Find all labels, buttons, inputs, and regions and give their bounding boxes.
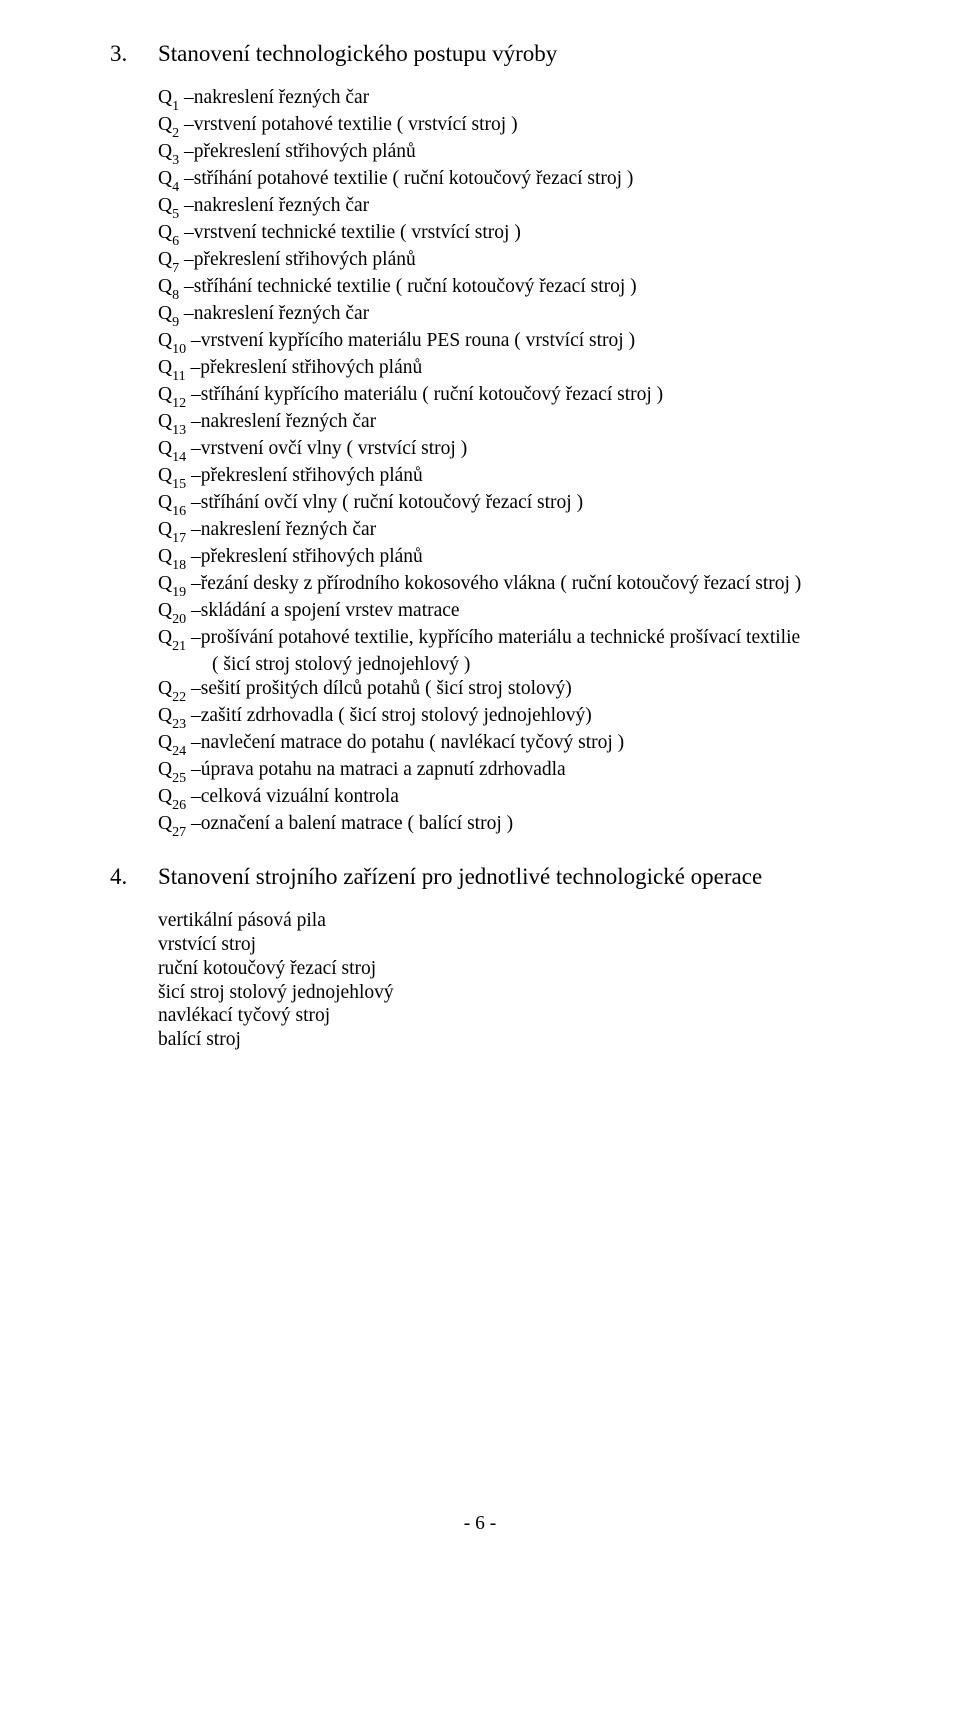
operation-text: nakreslení řezných čar (194, 302, 369, 326)
operation-label: Q11 – (158, 356, 200, 383)
section-4-title: Stanovení strojního zařízení pro jednotl… (158, 863, 762, 891)
operation-row: Q22 – sešití prošitých dílců potahů ( ši… (158, 677, 850, 704)
operation-label: Q4 – (158, 167, 194, 194)
operation-text: vrstvení kypřícího materiálu PES rouna (… (201, 329, 635, 353)
operation-text: celková vizuální kontrola (201, 785, 399, 809)
operation-label: Q26 – (158, 785, 201, 812)
operation-text: skládání a spojení vrstev matrace (201, 599, 460, 623)
equipment-item: vrstvící stroj (158, 933, 850, 957)
operation-row: Q16 – stříhání ovčí vlny ( ruční kotoučo… (158, 491, 850, 518)
operation-text: nakreslení řezných čar (194, 194, 369, 218)
operation-row: Q13 – nakreslení řezných čar (158, 410, 850, 437)
operation-row: Q20 – skládání a spojení vrstev matrace (158, 599, 850, 626)
operation-text: stříhání potahové textilie ( ruční kotou… (194, 167, 634, 191)
operation-text: překreslení střihových plánů (201, 545, 423, 569)
operation-text: vrstvení ovčí vlny ( vrstvící stroj ) (201, 437, 467, 461)
operation-label: Q8 – (158, 275, 194, 302)
operation-row: Q3 – překreslení střihových plánů (158, 140, 850, 167)
operation-text: stříhání kypřícího materiálu ( ruční kot… (201, 383, 663, 407)
operation-text: stříhání ovčí vlny ( ruční kotoučový řez… (201, 491, 583, 515)
operation-text: navlečení matrace do potahu ( navlékací … (201, 731, 624, 755)
operation-label: Q15 – (158, 464, 201, 491)
operation-label: Q12 – (158, 383, 201, 410)
operation-row: Q6 – vrstvení technické textilie ( vrstv… (158, 221, 850, 248)
operation-label: Q20 – (158, 599, 201, 626)
operation-row: Q25 – úprava potahu na matraci a zapnutí… (158, 758, 850, 785)
section-3-heading: 3. Stanovení technologického postupu výr… (110, 40, 850, 68)
page-number: - 6 - (110, 1512, 850, 1536)
operation-text: zašití zdrhovadla ( šicí stroj stolový j… (201, 704, 592, 728)
operation-label: Q5 – (158, 194, 194, 221)
operation-text: nakreslení řezných čar (194, 86, 369, 110)
equipment-item: navlékací tyčový stroj (158, 1004, 850, 1028)
equipment-item: ruční kotoučový řezací stroj (158, 957, 850, 981)
operation-label: Q22 – (158, 677, 201, 704)
operation-label: Q10 – (158, 329, 201, 356)
operation-label: Q7 – (158, 248, 194, 275)
equipment-list: vertikální pásová pilavrstvící strojručn… (158, 909, 850, 1052)
operation-text: vrstvení technické textilie ( vrstvící s… (194, 221, 521, 245)
section-4-heading: 4. Stanovení strojního zařízení pro jedn… (110, 863, 850, 891)
operation-row: Q15 – překreslení střihových plánů (158, 464, 850, 491)
operation-row: Q4 – stříhání potahové textilie ( ruční … (158, 167, 850, 194)
operation-row: Q27 – označení a balení matrace ( balící… (158, 812, 850, 839)
operation-row: Q24 – navlečení matrace do potahu ( navl… (158, 731, 850, 758)
operation-row: Q26 – celková vizuální kontrola (158, 785, 850, 812)
operation-row: Q7 – překreslení střihových plánů (158, 248, 850, 275)
operation-label: Q27 – (158, 812, 201, 839)
operation-label: Q19 – (158, 572, 201, 599)
operation-row: Q23 – zašití zdrhovadla ( šicí stroj sto… (158, 704, 850, 731)
operation-text: sešití prošitých dílců potahů ( šicí str… (201, 677, 572, 701)
operations-list: Q1 – nakreslení řezných čarQ2 – vrstvení… (158, 86, 850, 839)
section-3-number: 3. (110, 40, 158, 68)
operation-label: Q17 – (158, 518, 201, 545)
equipment-item: balící stroj (158, 1028, 850, 1052)
operation-label: Q16 – (158, 491, 201, 518)
operation-row: Q17 – nakreslení řezných čar (158, 518, 850, 545)
operation-text: úprava potahu na matraci a zapnutí zdrho… (201, 758, 566, 782)
operation-row: Q8 – stříhání technické textilie ( ruční… (158, 275, 850, 302)
operation-text: překreslení střihových plánů (194, 140, 416, 164)
operation-text: označení a balení matrace ( balící stroj… (201, 812, 513, 836)
operation-text: stříhání technické textilie ( ruční koto… (194, 275, 637, 299)
operation-text: prošívání potahové textilie, kypřícího m… (201, 626, 800, 650)
operation-label: Q9 – (158, 302, 194, 329)
section-4-number: 4. (110, 863, 158, 891)
operation-text: řezání desky z přírodního kokosového vlá… (201, 572, 802, 596)
equipment-item: vertikální pásová pila (158, 909, 850, 933)
operation-text: nakreslení řezných čar (201, 518, 376, 542)
operation-text: nakreslení řezných čar (201, 410, 376, 434)
operation-text: překreslení střihových plánů (201, 464, 423, 488)
operation-row: Q2 – vrstvení potahové textilie ( vrství… (158, 113, 850, 140)
operation-label: Q14 – (158, 437, 201, 464)
operation-label: Q21 – (158, 626, 201, 653)
operation-label: Q6 – (158, 221, 194, 248)
operation-row: Q10 – vrstvení kypřícího materiálu PES r… (158, 329, 850, 356)
operation-row: Q9 – nakreslení řezných čar (158, 302, 850, 329)
equipment-item: šicí stroj stolový jednojehlový (158, 981, 850, 1005)
operation-row: Q5 – nakreslení řezných čar (158, 194, 850, 221)
operation-row: Q11 – překreslení střihových plánů (158, 356, 850, 383)
operation-row: Q19 – řezání desky z přírodního kokosové… (158, 572, 850, 599)
operation-label: Q25 – (158, 758, 201, 785)
operation-text-continuation: ( šicí stroj stolový jednojehlový ) (212, 653, 850, 677)
operation-label: Q2 – (158, 113, 194, 140)
operation-row: Q14 – vrstvení ovčí vlny ( vrstvící stro… (158, 437, 850, 464)
operation-row: Q12 – stříhání kypřícího materiálu ( ruč… (158, 383, 850, 410)
operation-row: Q1 – nakreslení řezných čar (158, 86, 850, 113)
operation-label: Q3 – (158, 140, 194, 167)
operation-label: Q24 – (158, 731, 201, 758)
operation-text: překreslení střihových plánů (200, 356, 422, 380)
operation-text: vrstvení potahové textilie ( vrstvící st… (194, 113, 518, 137)
operation-label: Q18 – (158, 545, 201, 572)
operation-row: Q18 – překreslení střihových plánů (158, 545, 850, 572)
operation-label: Q1 – (158, 86, 194, 113)
operation-row: Q21 – prošívání potahové textilie, kypří… (158, 626, 850, 653)
section-3-title: Stanovení technologického postupu výroby (158, 40, 557, 68)
operation-label: Q13 – (158, 410, 201, 437)
operation-text: překreslení střihových plánů (194, 248, 416, 272)
operation-label: Q23 – (158, 704, 201, 731)
